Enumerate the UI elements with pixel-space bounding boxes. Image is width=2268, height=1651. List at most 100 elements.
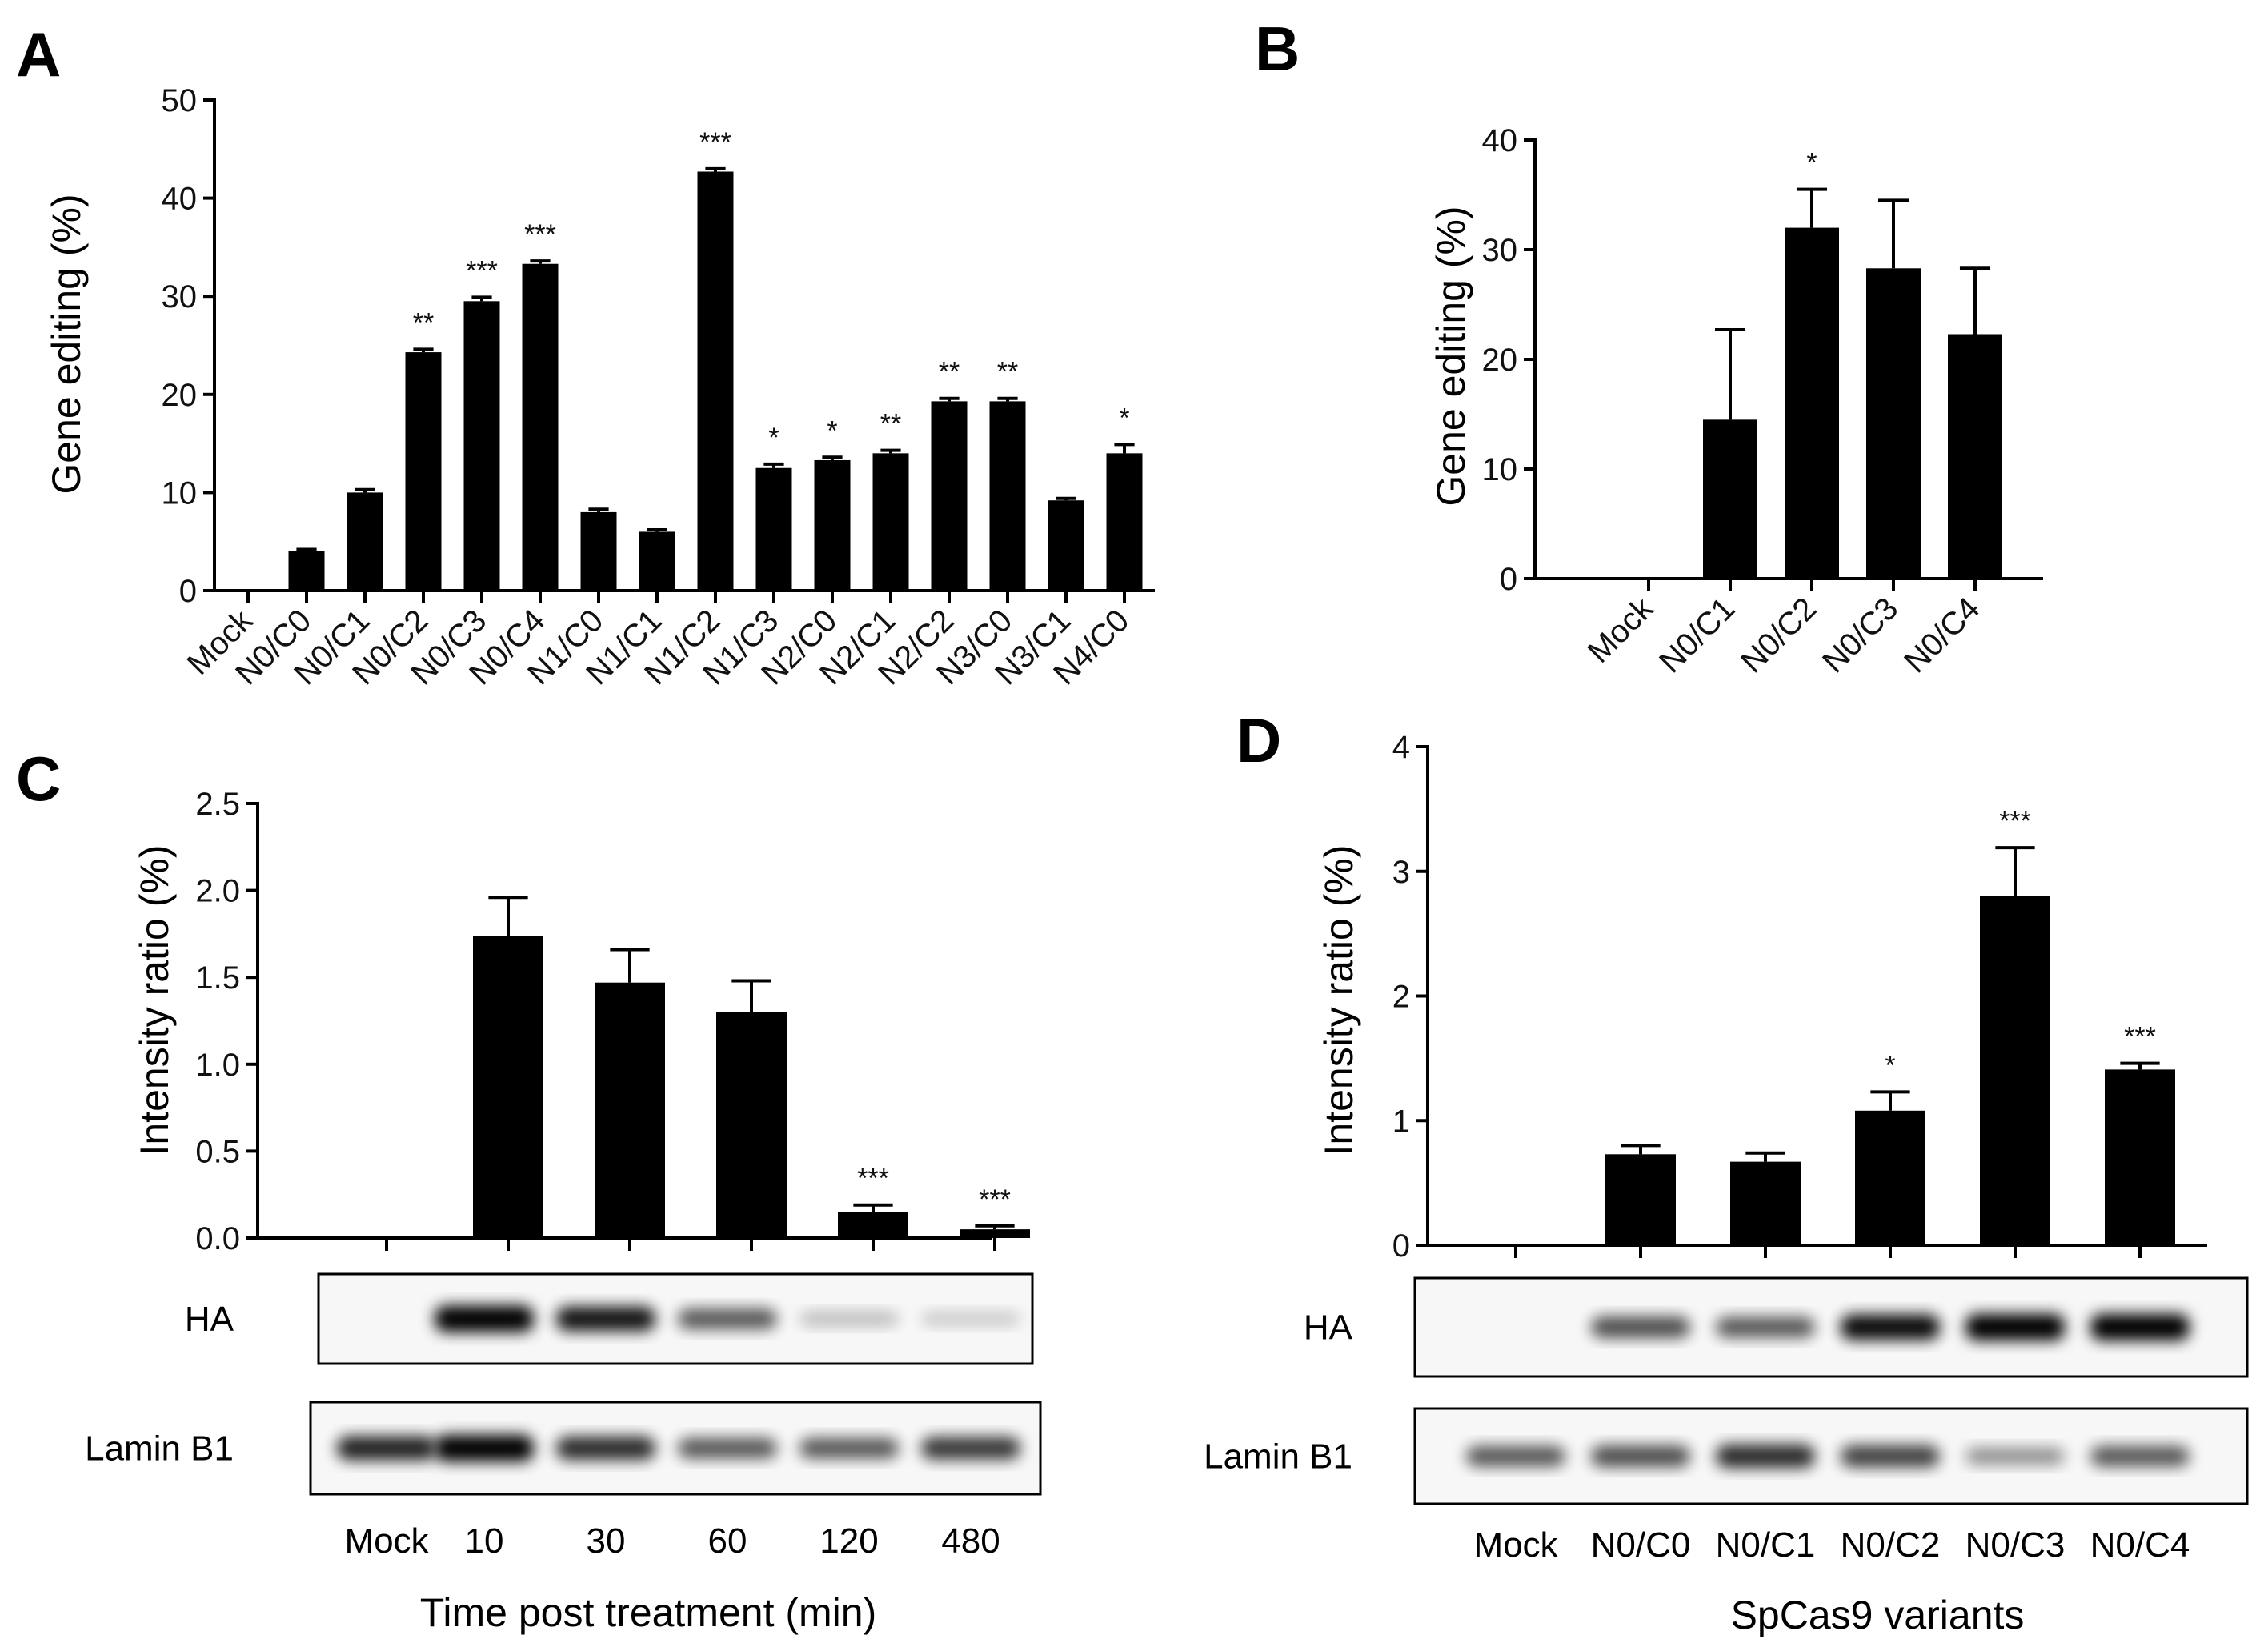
blot-label: HA: [1304, 1308, 1353, 1348]
y-tick-label: 10: [162, 475, 198, 511]
bar: [1048, 500, 1084, 591]
blot-band: [1716, 1444, 1815, 1469]
bar: [1730, 1161, 1801, 1245]
y-tick-label: 2.5: [195, 787, 240, 822]
x-axis-label: SpCas9 variants: [1731, 1593, 2025, 1637]
bar: [1605, 1154, 1676, 1245]
y-tick-label: 1.5: [195, 960, 240, 996]
bar: [347, 492, 383, 591]
bar: [716, 1012, 787, 1238]
y-tick-label: 50: [162, 83, 198, 118]
blot-label: Lamin B1: [1204, 1437, 1352, 1477]
y-tick-label: 4: [1392, 730, 1410, 765]
bar: [639, 531, 675, 591]
blot-band: [678, 1308, 777, 1330]
blot-band: [2090, 1313, 2190, 1341]
bar: [1106, 453, 1143, 591]
significance-label: **: [880, 409, 901, 439]
bar: [2105, 1069, 2175, 1245]
blot-band: [1965, 1313, 2065, 1341]
lane-label: Mock: [1473, 1525, 1558, 1565]
y-tick-label: 20: [162, 378, 198, 413]
blot-band: [1841, 1314, 1940, 1340]
significance-label: ***: [857, 1164, 889, 1194]
significance-label: ***: [979, 1184, 1011, 1215]
lane-label: N0/C1: [1716, 1525, 1816, 1565]
y-tick-label: 10: [1482, 452, 1518, 487]
bar: [1980, 896, 2050, 1245]
significance-label: *: [768, 423, 779, 453]
blot-band: [678, 1437, 777, 1459]
blot-label: HA: [185, 1300, 234, 1339]
significance-label: ***: [524, 219, 556, 250]
significance-label: ***: [699, 127, 731, 158]
panel-label: B: [1255, 14, 1300, 84]
y-tick-label: 30: [1482, 233, 1518, 268]
y-axis-label: Gene editing (%): [1429, 206, 1473, 506]
blot-band: [921, 1437, 1020, 1460]
y-tick-label: 1: [1392, 1104, 1410, 1139]
y-tick-label: 1.0: [195, 1048, 240, 1083]
lane-label: 60: [708, 1521, 747, 1561]
x-tick-label: N0/C2: [1734, 591, 1823, 679]
lane-label: N0/C2: [1841, 1525, 1941, 1565]
y-tick-label: 40: [162, 182, 198, 217]
blot-band: [556, 1436, 655, 1461]
bar: [697, 171, 734, 591]
bar: [931, 401, 968, 591]
lane-label: Mock: [344, 1521, 429, 1561]
lane-label: 480: [941, 1521, 1000, 1561]
bar: [814, 459, 851, 591]
panel-c: C 0.0 0.5 1.0 1.5 2.0 2.5 Intensity ratio (%) **…: [16, 743, 1042, 1635]
y-tick-label: 20: [1482, 343, 1518, 378]
blot-band: [2090, 1445, 2190, 1467]
bar: [463, 301, 500, 591]
bar: [872, 453, 909, 591]
blot-band: [435, 1434, 534, 1462]
bar: [405, 352, 442, 591]
bar: [580, 511, 617, 591]
y-tick-label: 0.5: [195, 1134, 240, 1169]
lane-label: N0/C3: [1965, 1525, 2066, 1565]
blot-band: [799, 1437, 899, 1459]
significance-label: *: [1119, 403, 1129, 433]
y-tick-label: 3: [1392, 855, 1410, 890]
blot-band: [1591, 1445, 1690, 1467]
y-axis-label: Gene editing (%): [44, 194, 89, 494]
blot-label: Lamin B1: [85, 1429, 234, 1469]
lane-label: 30: [587, 1521, 626, 1561]
lane-label: 10: [465, 1521, 504, 1561]
bar: [989, 401, 1026, 591]
significance-label: *: [827, 415, 837, 446]
bar: [838, 1212, 908, 1238]
significance-label: **: [413, 307, 434, 338]
x-tick-label: N0/C3: [1816, 591, 1905, 679]
y-axis-label: Intensity ratio (%): [1316, 844, 1361, 1156]
blot-band: [1965, 1447, 2065, 1465]
lane-label: 120: [819, 1521, 878, 1561]
bar: [1785, 227, 1839, 579]
x-axis-label: Time post treatment (min): [420, 1590, 877, 1635]
bar: [1703, 419, 1757, 579]
bar: [473, 936, 543, 1238]
bar: [522, 263, 559, 591]
bar: [1855, 1110, 1925, 1245]
panel-label: A: [16, 19, 61, 90]
blot-band: [1591, 1316, 1690, 1338]
blot-band: [921, 1312, 1020, 1326]
lane-label: N0/C0: [1591, 1525, 1691, 1565]
y-tick-label: 2: [1392, 980, 1410, 1015]
x-tick-label: Mock: [1581, 591, 1661, 670]
bar: [288, 551, 325, 591]
blot-band: [337, 1436, 436, 1461]
blot-band: [1716, 1316, 1815, 1338]
significance-label: ***: [466, 255, 498, 286]
bar: [960, 1229, 1030, 1238]
y-tick-label: 30: [162, 279, 198, 315]
y-tick-label: 0.0: [195, 1221, 240, 1256]
significance-label: ***: [1999, 806, 2031, 836]
bar: [1948, 334, 2002, 579]
